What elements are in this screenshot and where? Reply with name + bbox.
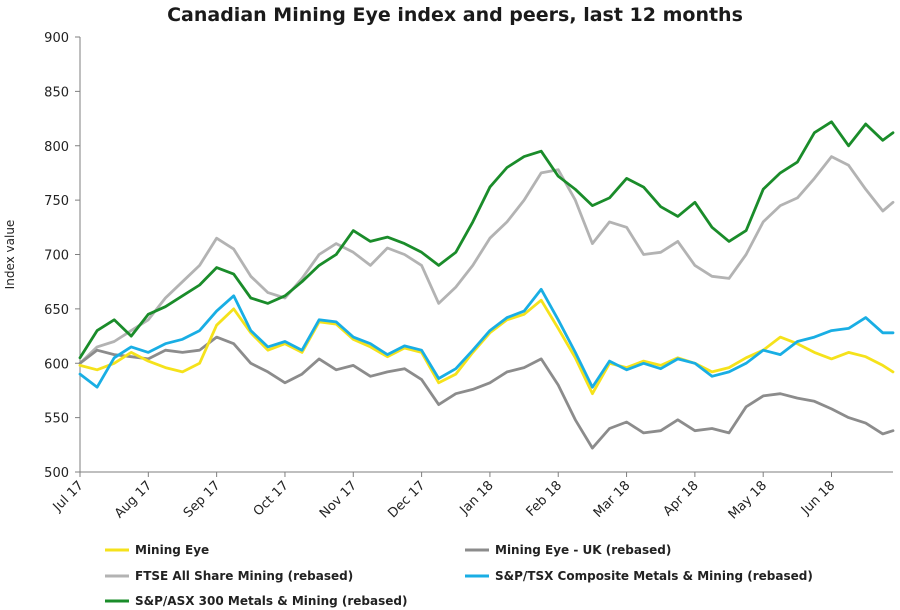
- legend-label-1: Mining Eye - UK (rebased): [495, 543, 671, 557]
- series-line-4: [78, 120, 895, 360]
- x-tick-label: Sep 17: [181, 478, 224, 521]
- y-tick-label: 850: [44, 85, 69, 100]
- y-tick-label: 700: [44, 249, 69, 264]
- y-tick-label: 600: [44, 357, 69, 372]
- y-tick-label: 800: [44, 140, 69, 155]
- x-tick-label: Jul 17: [50, 478, 87, 515]
- x-tick-label: Jan 18: [457, 478, 497, 518]
- y-tick-label: 650: [44, 303, 69, 318]
- x-tick-label: Oct 17: [251, 478, 292, 519]
- legend-label-2: FTSE All Share Mining (rebased): [135, 569, 353, 583]
- axes: 500 550 600 650 700 750 800 850 900 Jul 17 Aug 17 S…: [44, 31, 893, 522]
- y-tick-label: 550: [44, 412, 69, 427]
- x-tick-label: Mar 18: [591, 478, 634, 521]
- legend-label-3: S&P/TSX Composite Metals & Mining (rebas…: [495, 569, 813, 583]
- y-tick-label: 500: [44, 466, 69, 481]
- x-tick-label: Dec 17: [385, 478, 428, 521]
- x-tick-label: Aug 17: [112, 478, 155, 521]
- legend-label-0: Mining Eye: [135, 543, 209, 557]
- series-line-2: [78, 155, 895, 365]
- x-tick-label: Apr 18: [661, 478, 702, 519]
- x-tick-label: May 18: [726, 478, 770, 522]
- chart-title: Canadian Mining Eye index and peers, las…: [167, 4, 743, 26]
- legend-label-4: S&P/ASX 300 Metals & Mining (rebased): [135, 594, 407, 608]
- x-tick-label: Feb 18: [524, 478, 566, 520]
- legend: Mining Eye Mining Eye - UK (rebased) FTSE …: [105, 543, 813, 608]
- x-tick-label: Jun 18: [798, 478, 838, 518]
- y-tick-label: 900: [44, 31, 69, 46]
- series-line-3: [78, 287, 895, 389]
- y-tick-label: 750: [44, 194, 69, 209]
- x-tick-label: Nov 17: [317, 478, 360, 521]
- y-axis-label: Index value: [3, 220, 17, 290]
- plot-area: [78, 120, 895, 450]
- series-line-1: [78, 335, 895, 450]
